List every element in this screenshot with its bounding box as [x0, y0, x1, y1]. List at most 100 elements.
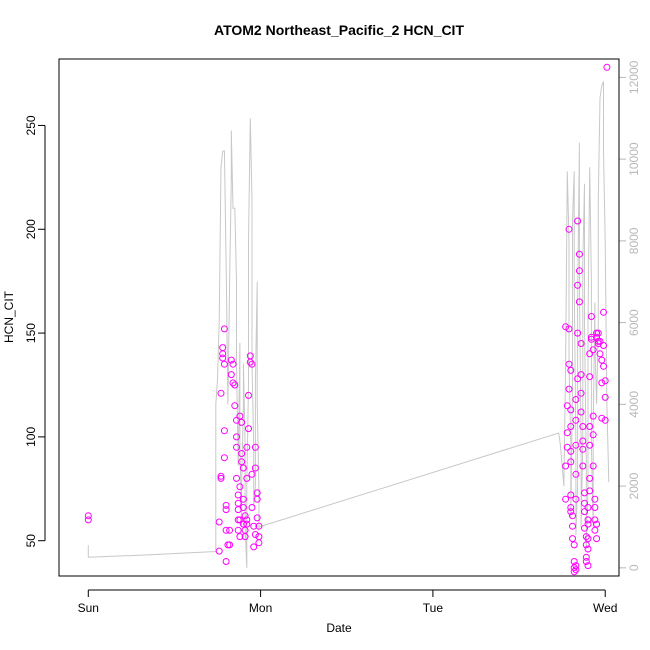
- data-point: [572, 566, 580, 574]
- data-point: [215, 547, 223, 555]
- data-point: [572, 562, 580, 570]
- data-point: [238, 450, 246, 457]
- data-point: [217, 474, 225, 482]
- data-point: [233, 433, 240, 441]
- data-point: [251, 443, 259, 451]
- data-point: [581, 524, 588, 532]
- data-point: [215, 518, 223, 526]
- data-point: [572, 495, 580, 503]
- data-point: [567, 458, 575, 466]
- data-point: [229, 360, 237, 368]
- data-point: [600, 308, 607, 316]
- data-point: [589, 431, 597, 439]
- y-tick-label: 200: [24, 219, 38, 239]
- data-point: [227, 356, 235, 364]
- x-tick-label: Wed: [593, 601, 617, 615]
- data-point: [255, 539, 263, 547]
- data-point: [601, 377, 609, 385]
- data-point: [581, 499, 588, 507]
- data-point: [234, 491, 242, 499]
- x-tick-label: Mon: [249, 601, 272, 615]
- data-point: [572, 396, 580, 403]
- data-point: [582, 541, 590, 549]
- data-point: [584, 562, 592, 570]
- data-point: [563, 443, 571, 451]
- data-point: [567, 447, 575, 455]
- data-point: [565, 225, 573, 233]
- data-point: [565, 325, 573, 333]
- data-point: [577, 340, 585, 347]
- data-point: [245, 425, 252, 433]
- data-point: [596, 350, 604, 358]
- data-point: [248, 504, 256, 511]
- data-point: [227, 371, 235, 379]
- data-point: [251, 531, 259, 538]
- y2-tick-label: 12000: [627, 60, 641, 94]
- series-points-layer: [84, 63, 611, 576]
- data-point: [220, 360, 228, 368]
- data-point: [236, 412, 244, 420]
- data-point: [217, 472, 225, 480]
- data-point: [222, 506, 230, 514]
- data-point: [253, 514, 261, 522]
- data-point: [562, 323, 570, 331]
- data-point: [574, 375, 582, 383]
- data-point: [238, 418, 246, 426]
- data-point: [220, 325, 228, 333]
- data-point: [598, 356, 606, 364]
- y2-tick-label: 4000: [627, 391, 641, 418]
- data-point: [567, 423, 575, 430]
- data-point: [579, 423, 587, 430]
- data-point: [231, 402, 239, 410]
- data-point: [562, 495, 570, 503]
- y2-tick-label: 6000: [627, 309, 641, 336]
- data-point: [570, 541, 578, 549]
- data-point: [248, 470, 256, 478]
- data-point: [239, 495, 247, 503]
- data-point: [584, 545, 592, 553]
- data-point: [575, 267, 583, 275]
- chart-title: ATOM2 Northeast_Pacific_2 HCN_CIT: [214, 22, 464, 38]
- y-tick-label: 50: [24, 534, 38, 548]
- data-point: [591, 526, 599, 534]
- y-axis-title: HCN_CIT: [2, 290, 16, 343]
- data-point: [250, 543, 258, 551]
- data-point: [222, 526, 230, 534]
- data-point: [572, 416, 580, 424]
- data-point: [563, 429, 571, 437]
- data-point: [243, 520, 251, 528]
- data-point: [581, 508, 588, 516]
- data-point: [584, 504, 592, 511]
- data-point: [239, 464, 247, 472]
- data-point: [574, 217, 582, 225]
- data-point: [236, 533, 244, 541]
- data-point: [569, 522, 576, 530]
- data-point: [586, 373, 594, 381]
- data-point: [586, 441, 594, 449]
- data-point: [589, 462, 597, 470]
- data-point: [587, 313, 595, 320]
- data-point: [84, 516, 92, 524]
- data-point: [569, 512, 576, 520]
- data-point: [577, 408, 585, 416]
- data-point: [584, 535, 592, 543]
- data-point: [586, 423, 594, 430]
- data-point: [586, 350, 594, 358]
- data-point: [229, 379, 237, 387]
- data-point: [217, 389, 225, 397]
- y-tick-label: 100: [24, 427, 38, 447]
- data-point: [567, 508, 575, 516]
- data-point: [231, 381, 239, 389]
- data-point: [575, 298, 583, 306]
- x-tick-label: Tue: [423, 601, 444, 615]
- x-axis-title: Date: [326, 621, 352, 635]
- plot-frame: [58, 58, 620, 577]
- data-point: [570, 568, 578, 576]
- data-point: [253, 495, 261, 503]
- data-point: [600, 362, 607, 370]
- data-point: [589, 346, 597, 354]
- data-point: [577, 371, 585, 379]
- data-point: [600, 342, 607, 349]
- data-point: [598, 379, 606, 387]
